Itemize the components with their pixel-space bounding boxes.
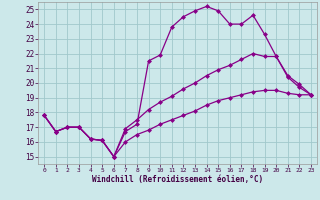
X-axis label: Windchill (Refroidissement éolien,°C): Windchill (Refroidissement éolien,°C)	[92, 175, 263, 184]
